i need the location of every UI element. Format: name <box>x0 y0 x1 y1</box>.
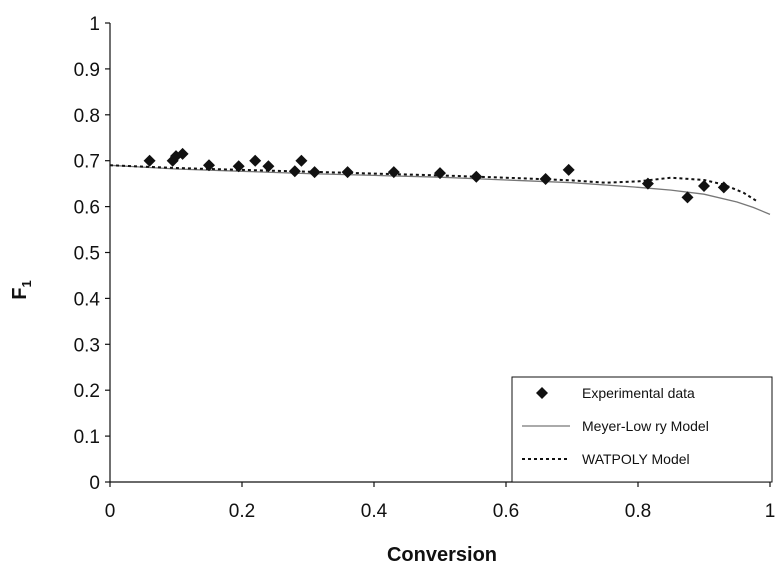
y-tick-label: 0.2 <box>74 381 100 402</box>
y-tick-label: 0.6 <box>74 198 100 219</box>
x-tick-label: 0 <box>105 501 116 522</box>
x-tick-label: 1 <box>765 501 776 522</box>
experimental-data-point <box>698 179 710 192</box>
legend-label: Experimental data <box>582 385 695 401</box>
y-tick-label: 0.4 <box>74 289 101 310</box>
y-tick-label: 0.7 <box>74 152 100 173</box>
experimental-data-point <box>717 181 730 194</box>
experimental-data-point <box>249 154 262 167</box>
axes: 0 0.1 0.2 0.3 0.4 0.5 0.6 0.7 0.8 0.9 1 0 0.2 0.4 0.6 0… <box>74 14 776 522</box>
experimental-data-point <box>470 170 483 183</box>
legend: Experimental data Meyer-Low ry Model WATPO… <box>511 376 773 483</box>
experimental-data-point <box>539 173 552 186</box>
x-tick-label: 0.4 <box>361 501 388 522</box>
experimental-data-point <box>232 160 245 173</box>
x-tick-label: 0.2 <box>229 501 255 522</box>
y-axis-title-main: F <box>9 288 31 300</box>
y-tick-label: 0.3 <box>74 335 100 356</box>
legend-marker-experimental <box>536 387 548 399</box>
y-tick-label: 0.5 <box>74 244 100 265</box>
y-tick-label: 0.1 <box>74 427 100 448</box>
legend-box <box>511 376 773 483</box>
y-axis-title-subscript: 1 <box>19 280 34 287</box>
y-tick-label: 0 <box>89 473 100 494</box>
experimental-data-point <box>308 166 321 179</box>
x-axis-title: Conversion <box>387 544 497 566</box>
experimental-data-point <box>341 166 354 179</box>
experimental-data-point <box>262 160 275 173</box>
experimental-data-point <box>288 165 301 178</box>
x-tick-label: 0.6 <box>493 501 519 522</box>
experimental-data-point <box>681 191 694 204</box>
experimental-data-point <box>641 177 654 190</box>
experimental-data-point <box>295 154 308 167</box>
experimental-data-point <box>562 163 575 176</box>
x-tick-label: 0.8 <box>625 501 651 522</box>
experimental-data-point <box>176 147 189 160</box>
experimental-data-point <box>387 166 400 179</box>
y-tick-label: 0.9 <box>74 60 100 81</box>
y-tick-label: 1 <box>89 14 100 35</box>
legend-label: Meyer-Low ry Model <box>582 418 709 434</box>
series-group <box>109 147 771 215</box>
experimental-data-point <box>143 154 156 167</box>
experimental-data-point <box>203 159 215 172</box>
experimental-data-point <box>434 167 446 180</box>
y-tick-label: 0.8 <box>74 106 100 127</box>
meyer-lowry-model-line <box>109 164 771 215</box>
svg-text:F1: F1 <box>9 280 34 299</box>
y-axis-title: F1 <box>9 280 34 299</box>
watpoly-model-line <box>109 164 758 202</box>
legend-label: WATPOLY Model <box>582 451 690 467</box>
